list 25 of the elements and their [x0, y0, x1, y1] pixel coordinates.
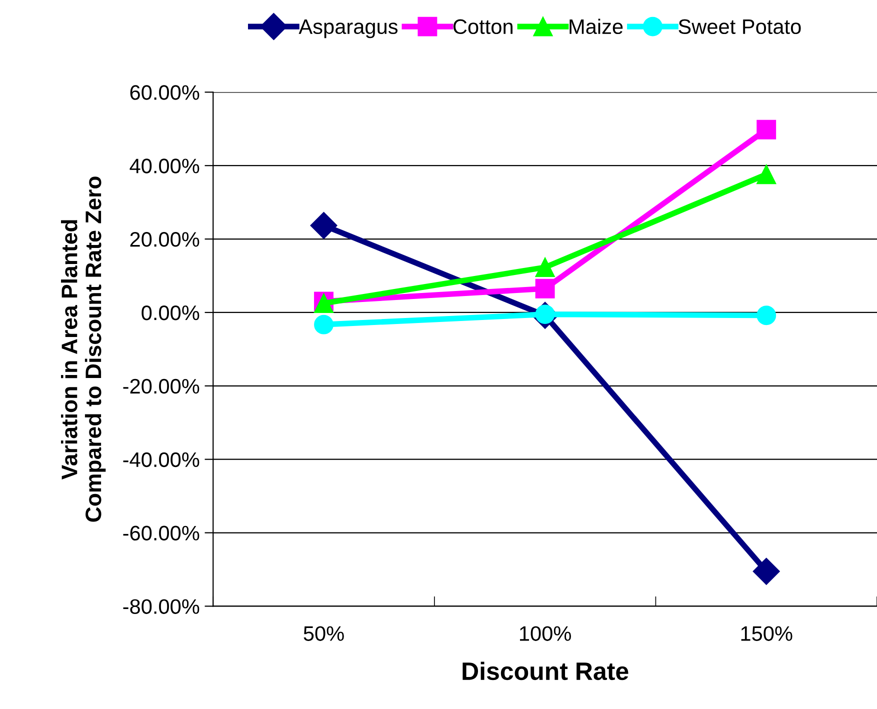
y-tick-label: -80.00% — [123, 599, 200, 614]
x-tick-label: 100% — [520, 626, 571, 641]
y-tick-label: -40.00% — [123, 452, 200, 468]
point — [535, 278, 555, 298]
legend-label: Asparagus — [298, 20, 398, 38]
y-tick-label: 40.00% — [130, 158, 200, 174]
point — [310, 212, 338, 239]
y-tick-label: 60.00% — [130, 85, 200, 100]
point — [756, 164, 776, 184]
y-axis-title: Variation in Area Planted Compared to Discount Rate Zero — [61, 176, 106, 522]
point — [535, 258, 555, 278]
legend-label: Sweet Potato — [678, 19, 801, 34]
point — [314, 314, 334, 334]
legend-label: Cotton — [454, 19, 512, 34]
x-tick-label: 150% — [741, 626, 792, 641]
point — [752, 558, 780, 585]
x-axis-title: Discount Rate — [462, 662, 628, 680]
point — [756, 306, 776, 326]
x-tick-label: 50% — [304, 626, 344, 641]
y-tick-label: -60.00% — [123, 526, 200, 541]
legend-label: Maize — [570, 18, 623, 34]
y-tick-label: 20.00% — [130, 232, 200, 247]
y-tick-label: -20.00% — [123, 378, 200, 394]
y-tick-label: 0.00% — [142, 305, 200, 320]
point — [756, 120, 776, 140]
